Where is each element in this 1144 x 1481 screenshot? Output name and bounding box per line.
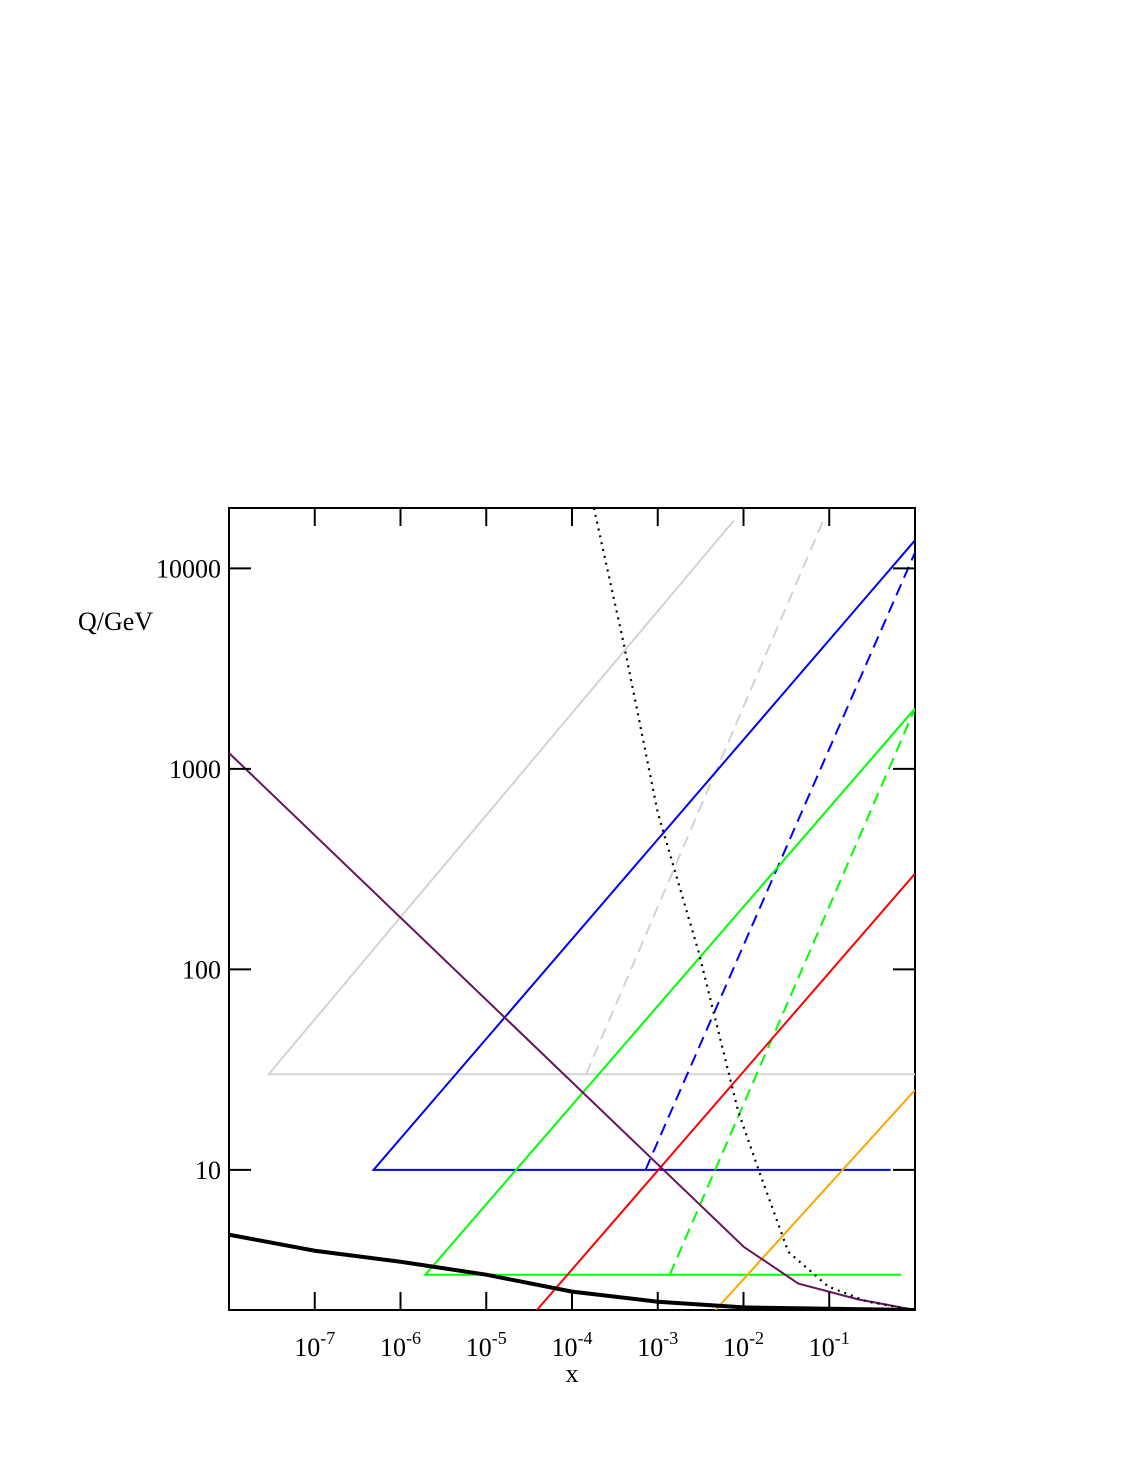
x-tick-exponent: -5 xyxy=(492,1328,507,1348)
series-line xyxy=(668,708,915,1276)
series-line xyxy=(229,1232,915,1310)
series-line xyxy=(592,508,915,1310)
x-tick-label: 10-7 xyxy=(294,1328,335,1362)
x-tick-base: 10 xyxy=(637,1333,663,1362)
x-tick-exponent: -7 xyxy=(320,1328,335,1348)
x-tick-label: 10-3 xyxy=(637,1328,678,1362)
y-tick-label: 10000 xyxy=(156,554,221,583)
x-tick-base: 10 xyxy=(380,1333,406,1362)
x-tick-label: 10-2 xyxy=(723,1328,764,1362)
plot-frame xyxy=(228,507,916,1311)
x-tick-exponent: -2 xyxy=(749,1328,764,1348)
x-tick-label: 10-6 xyxy=(380,1328,421,1362)
x-tick-label: 10-5 xyxy=(466,1328,507,1362)
series-line xyxy=(266,519,915,1076)
series-line xyxy=(229,752,915,1310)
x-axis-label: x xyxy=(566,1359,579,1388)
y-tick-label: 100 xyxy=(182,955,221,984)
x-tick-base: 10 xyxy=(466,1333,492,1362)
x-tick-base: 10 xyxy=(809,1333,835,1362)
x-tick-label: 10-1 xyxy=(809,1328,850,1362)
x-tick-exponent: -4 xyxy=(578,1328,593,1348)
x-tick-exponent: -1 xyxy=(835,1328,850,1348)
x-tick-exponent: -6 xyxy=(406,1328,421,1348)
y-axis-label: Q/GeV xyxy=(78,607,153,636)
series-line xyxy=(536,873,915,1310)
series-line xyxy=(423,707,915,1276)
series-line xyxy=(585,520,825,1075)
x-tick-label: 10-4 xyxy=(552,1328,593,1362)
y-tick-label: 1000 xyxy=(169,755,221,784)
x-tick-base: 10 xyxy=(723,1333,749,1362)
y-tick-label: 10 xyxy=(195,1156,221,1185)
x-tick-base: 10 xyxy=(552,1333,578,1362)
plot-area xyxy=(229,508,915,1310)
x-tick-base: 10 xyxy=(294,1333,320,1362)
series-line xyxy=(371,539,915,1171)
series-line xyxy=(644,552,915,1171)
series-line xyxy=(714,1089,915,1310)
x-tick-exponent: -3 xyxy=(663,1328,678,1348)
